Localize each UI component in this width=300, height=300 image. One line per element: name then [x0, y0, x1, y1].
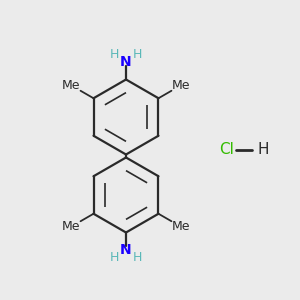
Text: H: H	[110, 48, 119, 62]
Text: Me: Me	[62, 79, 81, 92]
Text: H: H	[110, 250, 119, 264]
Text: N: N	[120, 55, 132, 69]
Text: H: H	[133, 48, 142, 62]
Text: Me: Me	[62, 220, 81, 233]
Text: Cl: Cl	[219, 142, 234, 158]
Text: N: N	[120, 243, 132, 257]
Text: Me: Me	[171, 79, 190, 92]
Text: H: H	[133, 250, 142, 264]
Text: Me: Me	[171, 220, 190, 233]
Text: H: H	[257, 142, 269, 158]
